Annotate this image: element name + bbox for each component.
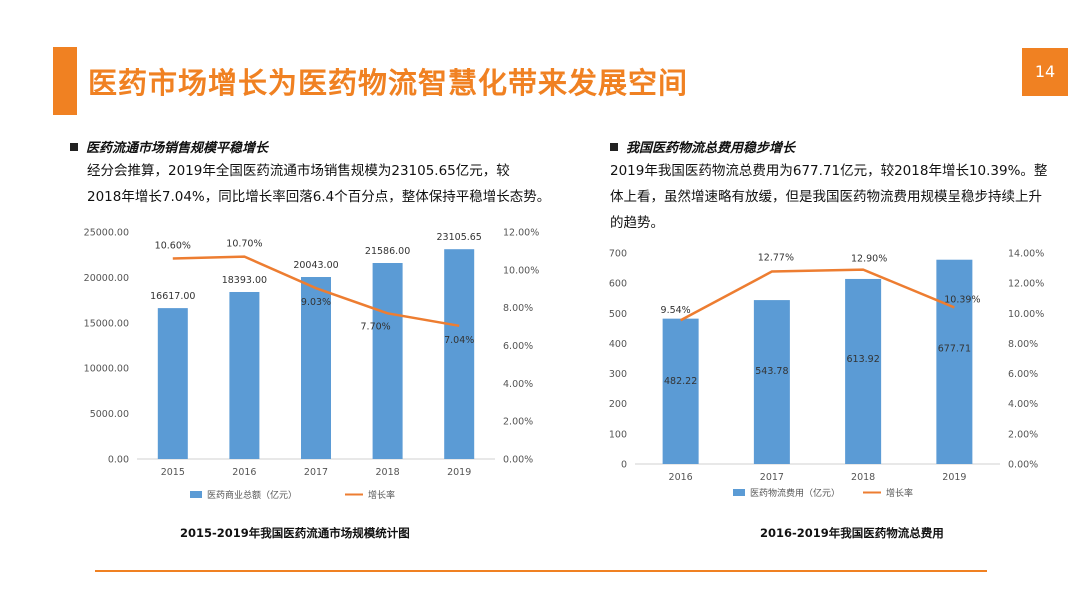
- y2-tick-label: 6.00%: [503, 341, 533, 352]
- y-tick-label: 600: [609, 279, 627, 290]
- bar-value-label: 21586.00: [365, 246, 410, 257]
- y2-tick-label: 8.00%: [503, 303, 533, 314]
- bar: [444, 249, 475, 459]
- line-value-label: 7.70%: [361, 321, 391, 332]
- bar: [372, 262, 403, 459]
- left-paragraph: 经分会推算，2019年全国医药流通市场销售规模为23105.65亿元，较 201…: [87, 158, 567, 210]
- y-tick-label: 0: [621, 460, 627, 471]
- legend-line-label: 增长率: [368, 489, 395, 501]
- logistics-cost-chart: 0 100 200 300 400 500 600 700 0.00% 2.00% 4.00% 6.0…: [609, 249, 1044, 500]
- line-value-label: 10.60%: [155, 240, 191, 251]
- y2-tick-label: 8.00%: [1008, 339, 1038, 350]
- y2-tick-label: 14.00%: [1008, 249, 1044, 260]
- bar-value-label: 613.92: [847, 354, 880, 365]
- line-value-label: 7.04%: [444, 335, 474, 346]
- x-tick-label: 2017: [304, 467, 328, 478]
- y-tick-label: 0.00: [108, 455, 129, 466]
- x-tick-label: 2017: [760, 472, 784, 483]
- y2-tick-label: 0.00%: [503, 455, 533, 466]
- right-heading-text: 我国医药物流总费用稳步增长: [626, 141, 796, 156]
- legend-bar-swatch: [733, 489, 745, 496]
- y-tick-label: 10000.00: [84, 364, 129, 375]
- bullet-square-icon: [610, 143, 618, 151]
- market-scale-chart: 0.00 5000.00 10000.00 15000.00 20000.00 25000…: [84, 228, 540, 502]
- y2-tick-label: 10.00%: [503, 265, 539, 276]
- y-tick-label: 5000.00: [90, 409, 129, 420]
- line-value-label: 12.77%: [758, 253, 794, 264]
- growth-rate-line: [172, 255, 460, 328]
- growth-rate-line: [680, 268, 955, 322]
- right-paragraph: 2019年我国医药物流总费用为677.71亿元，较2018年增长10.39%。整…: [610, 158, 1060, 236]
- bar: [662, 318, 699, 464]
- y2-tick-label: 10.00%: [1008, 309, 1044, 320]
- x-tick-label: 2018: [376, 467, 400, 478]
- footer-divider: [95, 570, 987, 572]
- bar-value-label: 16617.00: [150, 291, 195, 302]
- y-tick-label: 500: [609, 309, 627, 320]
- y2-tick-label: 0.00%: [1008, 460, 1038, 471]
- y-tick-label: 300: [609, 369, 627, 380]
- page-title: 医药市场增长为医药物流智慧化带来发展空间: [88, 66, 689, 100]
- x-tick-label: 2019: [942, 472, 966, 483]
- bar: [229, 291, 260, 459]
- left-para-line-2: 2018年增长7.04%，同比增长率回落6.4个百分点，整体保持平稳增长态势。: [87, 189, 551, 205]
- bar-value-label: 677.71: [938, 344, 971, 355]
- line-value-label: 10.39%: [944, 294, 980, 305]
- line-value-label: 10.70%: [226, 239, 262, 250]
- y-tick-label: 25000.00: [84, 228, 129, 239]
- bar: [936, 259, 973, 464]
- x-tick-label: 2019: [447, 467, 471, 478]
- bar-value-label: 23105.65: [437, 232, 482, 243]
- bullet-square-icon: [70, 143, 78, 151]
- bar-value-label: 20043.00: [293, 260, 338, 271]
- bar: [301, 277, 331, 459]
- legend-line-label: 增长率: [886, 487, 913, 499]
- title-accent-bar: [53, 47, 77, 115]
- line-value-label: 9.03%: [301, 297, 331, 308]
- y2-tick-label: 12.00%: [503, 228, 539, 239]
- x-tick-label: 2018: [851, 472, 875, 483]
- y2-tick-label: 2.00%: [1008, 429, 1038, 440]
- bar: [753, 300, 790, 464]
- left-para-line-1: 经分会推算，2019年全国医药流通市场销售规模为23105.65亿元，较: [87, 163, 510, 179]
- bar-value-label: 543.78: [755, 366, 788, 377]
- bar-value-label: 18393.00: [222, 275, 267, 286]
- right-para-line-2: 体上看，虽然增速略有放缓，但是我国医药物流费用规模呈稳步持续上升: [610, 189, 1042, 205]
- legend-bar-label: 医药商业总额（亿元）: [207, 489, 297, 501]
- y-tick-label: 100: [609, 429, 627, 440]
- right-para-line-3: 的趋势。: [610, 215, 664, 231]
- page-number: 14: [1022, 48, 1068, 96]
- right-chart-caption: 2016-2019年我国医药物流总费用: [760, 526, 944, 540]
- x-tick-label: 2016: [232, 467, 256, 478]
- x-tick-label: 2015: [161, 467, 185, 478]
- x-tick-label: 2016: [669, 472, 693, 483]
- left-chart-caption: 2015-2019年我国医药流通市场规模统计图: [180, 526, 410, 540]
- line-value-label: 9.54%: [661, 305, 691, 316]
- y2-tick-label: 12.00%: [1008, 279, 1044, 290]
- bar-value-label: 482.22: [664, 376, 697, 387]
- y-tick-label: 700: [609, 249, 627, 260]
- line-value-label: 12.90%: [851, 254, 887, 265]
- y2-tick-label: 4.00%: [503, 379, 533, 390]
- right-para-line-1: 2019年我国医药物流总费用为677.71亿元，较2018年增长10.39%。整: [610, 163, 1048, 179]
- y-tick-label: 15000.00: [84, 318, 129, 329]
- left-heading-text: 医药流通市场销售规模平稳增长: [86, 141, 269, 156]
- right-section-heading: 我国医药物流总费用稳步增长: [610, 137, 795, 156]
- legend-bar-label: 医药物流费用（亿元）: [750, 487, 840, 499]
- y2-tick-label: 4.00%: [1008, 399, 1038, 410]
- y2-tick-label: 2.00%: [503, 417, 533, 428]
- bar: [157, 308, 188, 459]
- legend-bar-swatch: [190, 491, 202, 498]
- bar: [845, 278, 882, 464]
- y-tick-label: 20000.00: [84, 273, 129, 284]
- y-tick-label: 200: [609, 399, 627, 410]
- left-section-heading: 医药流通市场销售规模平稳增长: [70, 137, 268, 156]
- y2-tick-label: 6.00%: [1008, 369, 1038, 380]
- y-tick-label: 400: [609, 339, 627, 350]
